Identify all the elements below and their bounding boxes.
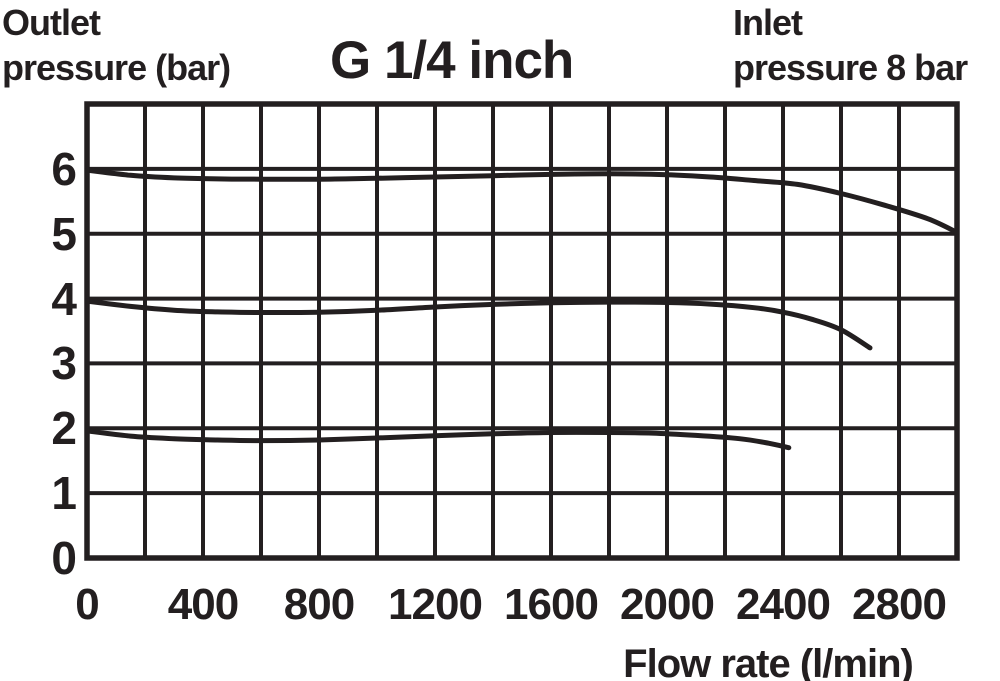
y-tick-label: 4 — [51, 272, 77, 325]
y-axis-title: Outlet pressure (bar) — [2, 0, 231, 90]
plot-border — [84, 101, 960, 561]
y-tick-label: 2 — [51, 402, 77, 455]
curve-outlet-setting-2-bar — [84, 428, 792, 451]
x-tick-label: 0 — [75, 580, 99, 629]
x-tick-label: 2800 — [852, 580, 947, 629]
curve-outlet-setting-4-bar — [84, 298, 873, 351]
inlet-annotation-line1: Inlet — [733, 2, 803, 43]
y-tick-label: 3 — [51, 337, 77, 390]
y-tick-label: 5 — [51, 207, 77, 260]
x-tick-label: 800 — [283, 580, 355, 629]
y-axis-title-line2: pressure (bar) — [2, 47, 231, 88]
y-axis-title-line1: Outlet — [2, 2, 101, 43]
y-tick-label: 1 — [51, 467, 77, 520]
y-tick-label: 6 — [51, 142, 77, 195]
y-tick-label: 0 — [51, 532, 77, 584]
x-tick-label: 400 — [167, 580, 239, 629]
x-tick-label: 1200 — [388, 580, 483, 629]
inlet-pressure-annotation: Inlet pressure 8 bar — [733, 0, 968, 90]
curve-outlet-setting-6-bar — [84, 167, 960, 235]
x-tick-label: 1600 — [504, 580, 599, 629]
inlet-annotation-line2: pressure 8 bar — [733, 47, 968, 88]
x-axis-title: Flow rate (l/min) — [623, 642, 914, 681]
chart-title: G 1/4 inch — [330, 31, 574, 90]
x-tick-label: 2400 — [736, 580, 831, 629]
x-tick-label: 2000 — [620, 580, 715, 629]
